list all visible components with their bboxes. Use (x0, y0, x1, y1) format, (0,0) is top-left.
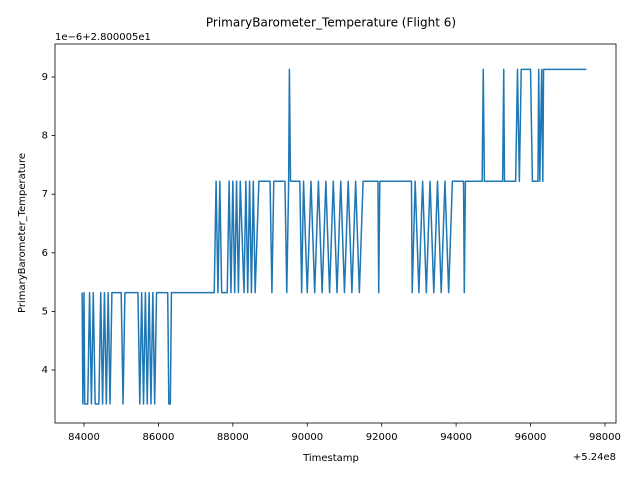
x-tick-label: 84000 (68, 432, 100, 443)
x-tick-label: 92000 (366, 432, 398, 443)
x-tick-label: 90000 (291, 432, 323, 443)
x-tick-label: 96000 (515, 432, 547, 443)
x-offset-text: +5.24e8 (573, 452, 616, 463)
y-tick-label: 6 (42, 248, 48, 259)
x-tick-label: 86000 (143, 432, 175, 443)
axes-frame (54, 43, 617, 424)
x-tick-label: 88000 (217, 432, 249, 443)
data-line (81, 68, 587, 405)
chart-title: PrimaryBarometer_Temperature (Flight 6) (206, 16, 456, 30)
y-tick-label: 7 (42, 189, 48, 200)
x-tick-label: 98000 (589, 432, 621, 443)
x-axis-label: Timestamp (302, 453, 359, 464)
x-tick-label: 94000 (440, 432, 472, 443)
y-offset-text: 1e−6+2.800005e1 (55, 32, 151, 43)
y-tick-label: 4 (42, 365, 48, 376)
y-tick-label: 9 (42, 72, 48, 83)
y-tick-label: 8 (42, 131, 48, 142)
y-axis-label: PrimaryBarometer_Temperature (17, 153, 28, 313)
y-tick-label: 5 (42, 306, 48, 317)
